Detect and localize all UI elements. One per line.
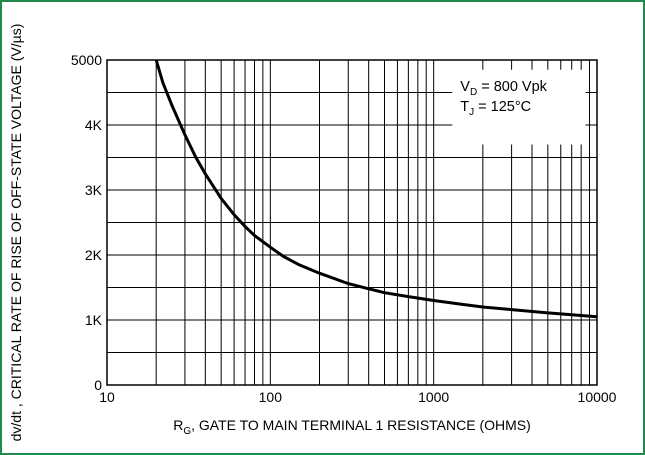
y-tick-label: 3K	[85, 182, 103, 198]
x-axis-label: RG, GATE TO MAIN TERMINAL 1 RESISTANCE (…	[173, 417, 531, 437]
y-tick-label: 4K	[85, 117, 103, 133]
y-tick-label: 0	[94, 377, 102, 393]
x-tick-label: 100	[259, 389, 283, 405]
y-tick-label: 1K	[85, 312, 103, 328]
y-axis-label: dv/dt , CRITICAL RATE OF RISE OF OFF-STA…	[8, 24, 24, 442]
y-tick-label: 5000	[71, 52, 102, 68]
x-tick-label: 10000	[578, 389, 617, 405]
y-tick-label: 2K	[85, 247, 103, 263]
x-tick-label: 1000	[418, 389, 449, 405]
